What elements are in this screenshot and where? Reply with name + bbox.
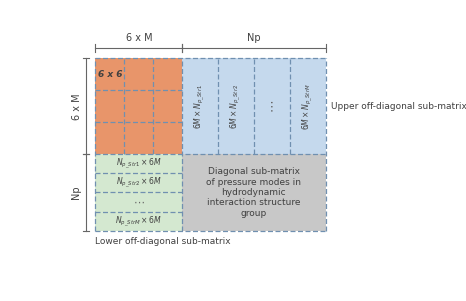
Text: $N_{p\_StrM}\times 6M$: $N_{p\_StrM}\times 6M$ — [116, 214, 162, 228]
Text: 6 x 6: 6 x 6 — [98, 70, 122, 79]
Text: Np: Np — [247, 33, 261, 43]
Text: $N_{p\_Str1}\times 6M$: $N_{p\_Str1}\times 6M$ — [116, 156, 162, 171]
Text: $\cdots$: $\cdots$ — [265, 100, 278, 113]
Bar — [182, 154, 326, 231]
Text: Upper off-diagonal sub-matrix: Upper off-diagonal sub-matrix — [331, 102, 466, 111]
Text: $6M\times N_{p\_Str1}$: $6M\times N_{p\_Str1}$ — [193, 84, 207, 129]
Text: $\cdots$: $\cdots$ — [133, 197, 145, 207]
Bar — [182, 58, 326, 154]
Text: Diagonal sub-matrix
of pressure modes in
hydrodynamic
interaction structure
grou: Diagonal sub-matrix of pressure modes in… — [206, 167, 302, 218]
Text: $6M\times N_{p\_Str2}$: $6M\times N_{p\_Str2}$ — [229, 84, 243, 129]
Text: 6 x M: 6 x M — [125, 33, 152, 43]
Bar — [96, 58, 182, 154]
Text: Lower off-diagonal sub-matrix: Lower off-diagonal sub-matrix — [96, 237, 231, 246]
Text: Np: Np — [71, 186, 82, 199]
Text: $N_{p\_Str2}\times 6M$: $N_{p\_Str2}\times 6M$ — [116, 175, 162, 190]
Bar — [96, 154, 182, 231]
Text: 6 x M: 6 x M — [71, 93, 82, 119]
Text: $6M\times N_{p\_StrM}$: $6M\times N_{p\_StrM}$ — [301, 83, 315, 129]
